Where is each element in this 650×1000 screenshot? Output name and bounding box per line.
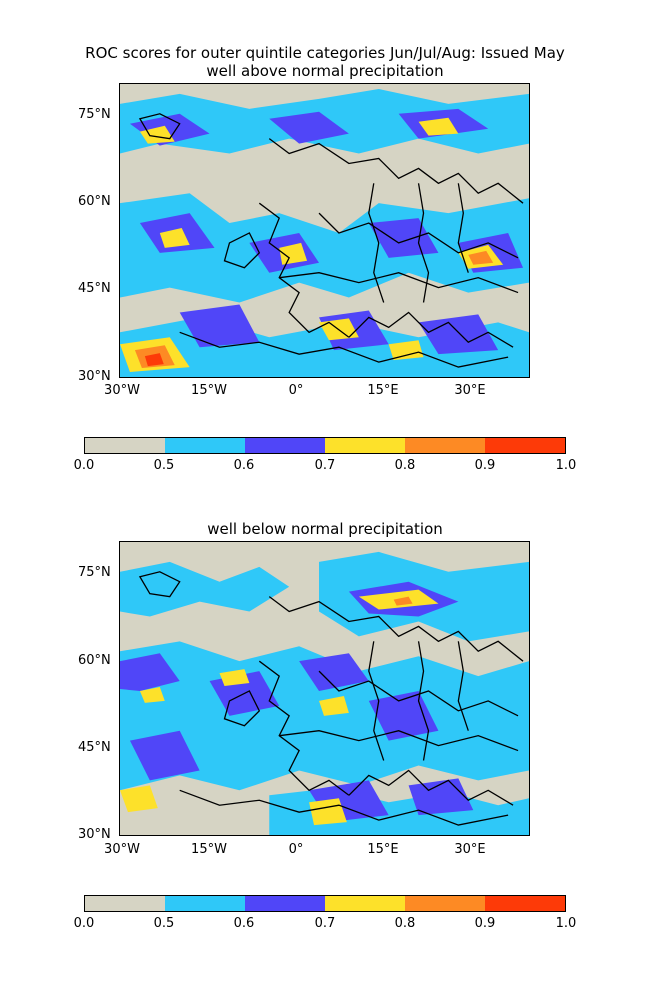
- figure-title: ROC scores for outer quintile categories…: [85, 44, 565, 62]
- panel-1-xtick-15w: 15°W: [191, 383, 227, 398]
- colorbar-2-bin-0.8-0.9: [405, 896, 485, 911]
- colorbar-2-tick-0.5: 0.5: [153, 916, 175, 931]
- panel-1-subtitle: well above normal precipitation: [206, 62, 444, 80]
- colorbar-2-tick-0.8: 0.8: [394, 916, 416, 931]
- panel-2-map: [119, 541, 530, 836]
- panel-2-ytick-45n: 45°N: [78, 740, 111, 755]
- colorbar-1-tick-0.9: 0.9: [474, 458, 496, 473]
- colorbar-1-tick-0.5: 0.5: [153, 458, 175, 473]
- colorbar-1-bin-0.8-0.9: [405, 438, 485, 453]
- panel-1-ytick-60n: 60°N: [78, 194, 111, 209]
- panel-1-ytick-75n: 75°N: [78, 107, 111, 122]
- panel-2-xtick-30w: 30°W: [104, 842, 140, 857]
- colorbar-2-bin-0.5-0.6: [165, 896, 245, 911]
- colorbar-1-bin-0.9-1.0: [485, 438, 565, 453]
- colorbar-1-tick-1.0: 1.0: [555, 458, 577, 473]
- panel-1-map: [119, 83, 530, 378]
- colorbar-1-tick-0.6: 0.6: [233, 458, 255, 473]
- colorbar-1-bin-0.6-0.7: [245, 438, 325, 453]
- panel-1-xtick-0: 0°: [288, 383, 304, 398]
- panel-2-xtick-0: 0°: [288, 842, 304, 857]
- panel-2-ytick-60n: 60°N: [78, 653, 111, 668]
- panel-1-ytick-45n: 45°N: [78, 281, 111, 296]
- colorbar-2-bin-0.7-0.8: [325, 896, 405, 911]
- panel-2-ytick-75n: 75°N: [78, 565, 111, 580]
- colorbar-2: [84, 895, 566, 912]
- panel-1-ytick-30n: 30°N: [78, 369, 111, 384]
- colorbar-1-bin-0.7-0.8: [325, 438, 405, 453]
- colorbar-1-bin-0.5-0.6: [165, 438, 245, 453]
- colorbar-2-tick-0.6: 0.6: [233, 916, 255, 931]
- panel-2-xtick-30e: 30°E: [454, 842, 486, 857]
- colorbar-2-bin-0.6-0.7: [245, 896, 325, 911]
- colorbar-1-tick-0.7: 0.7: [314, 458, 336, 473]
- colorbar-2-bin-0-0.5: [85, 896, 165, 911]
- panel-1-field: [120, 84, 529, 377]
- colorbar-2-tick-1.0: 1.0: [555, 916, 577, 931]
- colorbar-2-tick-0.7: 0.7: [314, 916, 336, 931]
- colorbar-1: [84, 437, 566, 454]
- panel-2-field: [120, 542, 529, 835]
- panel-2-xtick-15w: 15°W: [191, 842, 227, 857]
- colorbar-2-tick-0.0: 0.0: [73, 916, 95, 931]
- colorbar-1-tick-0.0: 0.0: [73, 458, 95, 473]
- colorbar-1-bin-0-0.5: [85, 438, 165, 453]
- panel-2-subtitle: well below normal precipitation: [207, 520, 443, 538]
- panel-1-xtick-30w: 30°W: [104, 383, 140, 398]
- colorbar-2-tick-0.9: 0.9: [474, 916, 496, 931]
- panel-2-xtick-15e: 15°E: [367, 842, 399, 857]
- panel-2-ytick-30n: 30°N: [78, 827, 111, 842]
- panel-1-xtick-15e: 15°E: [367, 383, 399, 398]
- colorbar-2-bin-0.9-1.0: [485, 896, 565, 911]
- colorbar-1-tick-0.8: 0.8: [394, 458, 416, 473]
- panel-1-xtick-30e: 30°E: [454, 383, 486, 398]
